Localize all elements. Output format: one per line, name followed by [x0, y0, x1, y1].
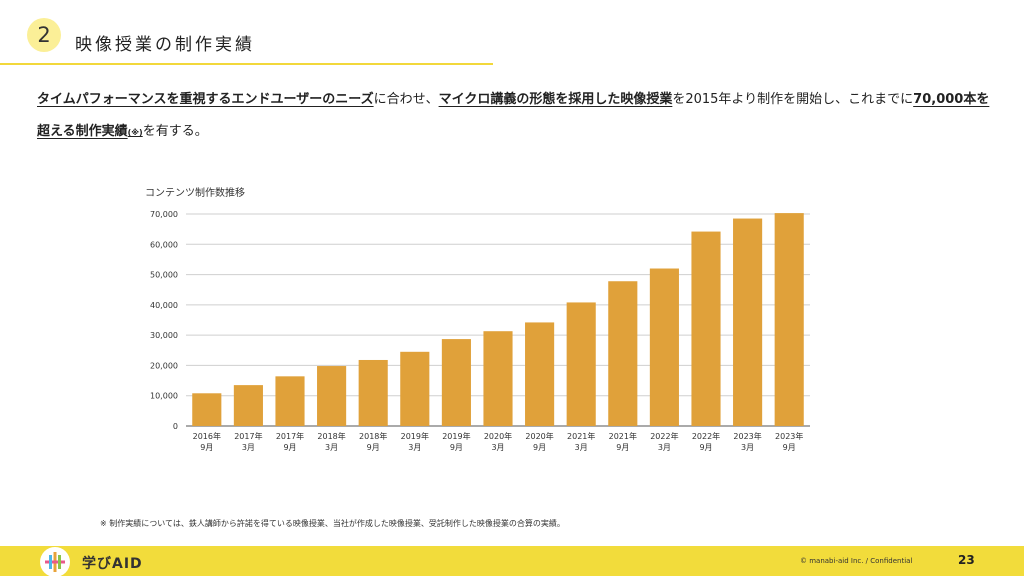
section-number-badge: 2	[27, 18, 61, 52]
lead-highlight-micro-lecture: マイクロ講義の形態を採用した映像授業	[438, 92, 673, 107]
x-tick-label: 2023年	[775, 431, 803, 441]
y-tick-label: 30,000	[150, 331, 178, 340]
bar	[608, 281, 638, 426]
x-tick-label: 2020年	[484, 431, 512, 441]
x-tick-label: 2016年	[193, 431, 221, 441]
y-tick-label: 50,000	[150, 271, 178, 280]
bar	[358, 359, 388, 426]
x-tick-label: 9月	[283, 443, 296, 452]
x-tick-label: 2021年	[567, 431, 595, 441]
bar	[317, 366, 347, 426]
x-tick-label: 9月	[533, 443, 546, 452]
bar	[649, 268, 679, 426]
copyright: © manabi-aid Inc. / Confidential	[800, 557, 913, 565]
y-tick-label: 20,000	[150, 361, 178, 370]
bar	[192, 393, 222, 426]
y-tick-label: 60,000	[150, 240, 178, 249]
lead-highlight-needs: タイムパフォーマンスを重視するエンドユーザーのニーズ	[37, 92, 374, 107]
logo-icon	[40, 547, 70, 577]
chart-title: コンテンツ制作数推移	[145, 186, 245, 199]
y-tick-label: 40,000	[150, 301, 178, 310]
lead-highlight-achievement: 70,000本を超える制作実績	[37, 92, 990, 139]
x-tick-label: 9月	[616, 443, 629, 452]
logo-text: 学びAID	[82, 556, 143, 572]
x-tick-label: 9月	[699, 443, 712, 452]
page-title: 映像授業の制作実績	[75, 35, 255, 55]
bar	[525, 322, 555, 426]
x-tick-label: 3月	[242, 443, 255, 452]
x-tick-label: 9月	[783, 443, 796, 452]
x-tick-label: 3月	[658, 443, 671, 452]
lead-paragraph: タイムパフォーマンスを重視するエンドユーザーのニーズに合わせ、マイクロ講義の形態…	[37, 84, 997, 149]
x-tick-label: 9月	[200, 443, 213, 452]
bar	[441, 339, 471, 426]
bar	[275, 376, 305, 426]
x-tick-label: 3月	[408, 443, 421, 452]
bar	[233, 385, 263, 426]
x-tick-label: 2018年	[359, 431, 387, 441]
x-tick-label: 2022年	[650, 431, 678, 441]
x-tick-label: 2018年	[317, 431, 345, 441]
bar	[566, 302, 596, 426]
lead-text: を有する。	[142, 124, 208, 139]
x-tick-label: 3月	[325, 443, 338, 452]
x-tick-label: 2019年	[401, 431, 429, 441]
lead-text: に合わせ、	[373, 92, 439, 107]
y-tick-label: 0	[173, 422, 178, 431]
page-number: 23	[958, 553, 975, 567]
footer-bar	[0, 546, 1024, 576]
x-tick-label: 9月	[450, 443, 463, 452]
x-tick-label: 2019年	[442, 431, 470, 441]
x-tick-label: 2020年	[525, 431, 553, 441]
lead-footnote-mark: (※)	[127, 128, 143, 137]
y-tick-label: 10,000	[150, 392, 178, 401]
bar	[400, 351, 430, 426]
bar-chart: コンテンツ制作数推移 0 10,000 20,000 30,000 40,000 50,0…	[145, 186, 810, 452]
lead-text: を2015年より制作を開始し、これまでに	[672, 92, 914, 107]
x-tick-label: 9月	[367, 443, 380, 452]
y-tick-label: 70,000	[150, 210, 178, 219]
bar	[483, 331, 513, 426]
x-tick-label: 2017年	[276, 431, 304, 441]
x-tick-label: 2017年	[234, 431, 262, 441]
x-tick-label: 2023年	[733, 431, 761, 441]
x-tick-label: 2022年	[692, 431, 720, 441]
bar	[691, 231, 721, 426]
x-tick-label: 3月	[491, 443, 504, 452]
title-underline	[0, 63, 493, 65]
x-tick-label: 3月	[741, 443, 754, 452]
bar	[774, 213, 804, 426]
x-tick-label: 3月	[575, 443, 588, 452]
x-tick-label: 2021年	[609, 431, 637, 441]
footnote: ※ 制作実績については、鉄人講師から許諾を得ている映像授業、当社が作成した映像授…	[100, 519, 565, 528]
bar	[733, 218, 763, 426]
